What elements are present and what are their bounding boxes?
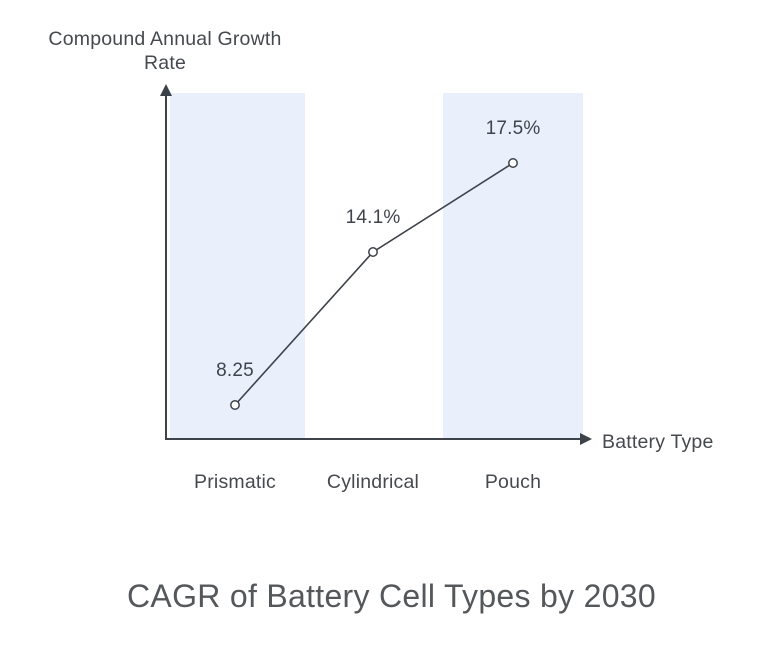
y-axis-arrow-icon: [160, 84, 172, 96]
chart-title: CAGR of Battery Cell Types by 2030: [127, 578, 656, 614]
line-series: [234, 162, 514, 406]
value-label-cylindrical: 14.1%: [345, 207, 401, 228]
data-point-marker: [230, 400, 240, 410]
x-axis-arrow-icon: [580, 433, 592, 445]
highlight-band-pouch: [443, 93, 583, 440]
highlight-band-prismatic: [170, 93, 305, 440]
value-label-pouch: 17.5%: [485, 118, 541, 139]
data-point-marker: [368, 247, 378, 257]
x-axis-title: Battery Type: [602, 431, 714, 453]
data-point-marker: [508, 158, 518, 168]
category-label-cylindrical: Cylindrical: [326, 471, 420, 493]
value-label-prismatic: 8.25: [216, 360, 254, 381]
category-label-prismatic: Prismatic: [194, 471, 276, 493]
category-label-pouch: Pouch: [484, 471, 542, 493]
y-axis-line: [165, 95, 167, 440]
x-axis-line: [165, 438, 582, 440]
y-axis-title: Compound Annual Growth Rate: [48, 28, 282, 74]
